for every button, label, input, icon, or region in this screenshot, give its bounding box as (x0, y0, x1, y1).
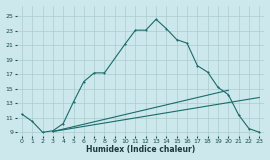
X-axis label: Humidex (Indice chaleur): Humidex (Indice chaleur) (86, 145, 195, 154)
